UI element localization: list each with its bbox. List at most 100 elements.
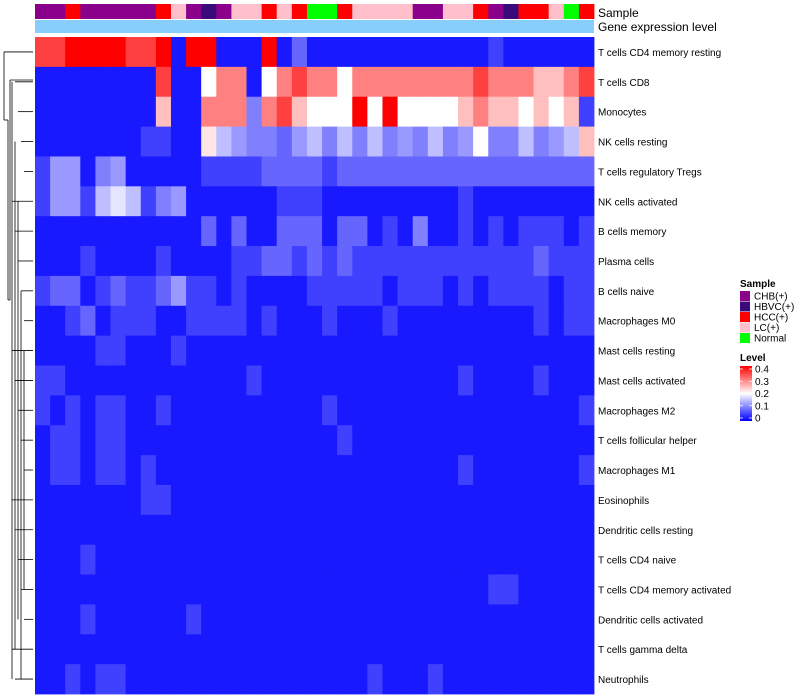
heatmap-cell (352, 634, 368, 665)
heatmap-cell (50, 455, 66, 486)
heatmap-cell (337, 305, 353, 337)
heatmap-cell (352, 425, 368, 456)
heatmap-cell (201, 66, 217, 98)
sample-annotation-cell (367, 4, 383, 19)
heatmap-cell (503, 634, 519, 665)
heatmap-cell (578, 425, 595, 456)
heatmap-cell (382, 395, 398, 426)
heatmap-cell (276, 365, 293, 396)
heatmap-cell (65, 216, 81, 247)
heatmap-cell (125, 664, 142, 695)
heatmap-cell (170, 544, 187, 575)
row-label: Dendritic cells activated (598, 615, 703, 626)
heatmap-cell (65, 246, 81, 277)
heatmap-cell (201, 275, 217, 307)
heatmap-cell (322, 514, 338, 546)
heatmap-cell (276, 66, 293, 98)
heatmap-cell (488, 514, 504, 546)
heatmap-cell (125, 544, 142, 575)
heatmap-cell (518, 395, 534, 426)
heatmap-cell (503, 37, 519, 68)
heatmap-cell (473, 425, 489, 456)
heatmap-cell (201, 425, 217, 456)
heatmap-cell (563, 335, 580, 366)
heatmap-cell (261, 186, 278, 217)
heatmap-cell (533, 574, 550, 605)
heatmap-cell (170, 37, 187, 68)
heatmap-cell (65, 156, 81, 187)
heatmap-cell (186, 305, 202, 337)
heatmap-cell (95, 395, 111, 426)
heatmap-cell (261, 544, 278, 575)
heatmap-cell (125, 275, 142, 307)
row-labels: T cells CD4 memory resting T cells CD8 Mon… (598, 48, 731, 686)
heatmap-cell (473, 246, 489, 277)
heatmap-cell (170, 484, 187, 516)
row-label: T cells CD4 naive (598, 556, 677, 567)
heatmap-cell (548, 664, 565, 695)
heatmap-cell (80, 455, 96, 486)
heatmap-cell (427, 66, 444, 98)
heatmap-cell (186, 544, 202, 575)
heatmap-cell (442, 574, 459, 605)
heatmap-cell (80, 544, 96, 575)
heatmap-cell (322, 455, 338, 486)
heatmap-cell (427, 425, 444, 456)
heatmap-cell (306, 664, 323, 695)
heatmap-cell (291, 216, 308, 247)
heatmap-cell (155, 216, 172, 247)
heatmap-cell (231, 305, 247, 337)
heatmap-cell (548, 365, 565, 396)
heatmap-cell (261, 305, 278, 337)
heatmap-cell (518, 664, 534, 695)
heatmap-cell (337, 66, 353, 98)
heatmap-cell (65, 514, 81, 546)
heatmap-cell (503, 216, 519, 247)
heatmap-cell (427, 126, 444, 157)
heatmap-cell (276, 574, 293, 605)
heatmap-cell (261, 634, 278, 665)
heatmap-cell (110, 365, 127, 396)
heatmap-cell (397, 186, 414, 217)
heatmap-cell (412, 275, 429, 307)
heatmap-cell (155, 305, 172, 337)
heatmap-cell (231, 574, 247, 605)
heatmap-cell (291, 37, 308, 68)
heatmap-cell (548, 126, 565, 157)
heatmap-cell (427, 186, 444, 217)
heatmap-cell (473, 335, 489, 366)
heatmap-cell (140, 455, 157, 486)
heatmap-cell (155, 395, 172, 426)
sample-annotation-cell (503, 4, 519, 19)
heatmap-cell (125, 66, 142, 98)
heatmap-cell (155, 126, 172, 157)
heatmap-cell (458, 126, 474, 157)
heatmap-cell (201, 604, 217, 635)
heatmap-cell (276, 455, 293, 486)
heatmap-cell (140, 634, 157, 665)
heatmap-cell (140, 305, 157, 337)
heatmap-cell (95, 544, 111, 575)
heatmap-cell (140, 604, 157, 635)
heatmap-cell (140, 514, 157, 546)
heatmap-cell (95, 425, 111, 456)
heatmap-cell (291, 246, 308, 277)
heatmap-cell (155, 275, 172, 307)
heatmap-cell (35, 305, 51, 337)
heatmap-cell (458, 216, 474, 247)
heatmap-cell (35, 634, 51, 665)
heatmap-cell (488, 634, 504, 665)
heatmap-cell (442, 544, 459, 575)
sample-annotation-bar (35, 4, 595, 19)
heatmap-cell (110, 275, 127, 307)
heatmap-cell (337, 425, 353, 456)
row-label: Dendritic cells resting (598, 526, 693, 537)
heatmap-cell (322, 484, 338, 516)
heatmap-cell (291, 156, 308, 187)
heatmap-cell (35, 425, 51, 456)
heatmap-cell (382, 216, 398, 247)
heatmap-cell (367, 186, 383, 217)
heatmap-cell (578, 335, 595, 366)
heatmap-cell (442, 514, 459, 546)
heatmap-cell (140, 544, 157, 575)
